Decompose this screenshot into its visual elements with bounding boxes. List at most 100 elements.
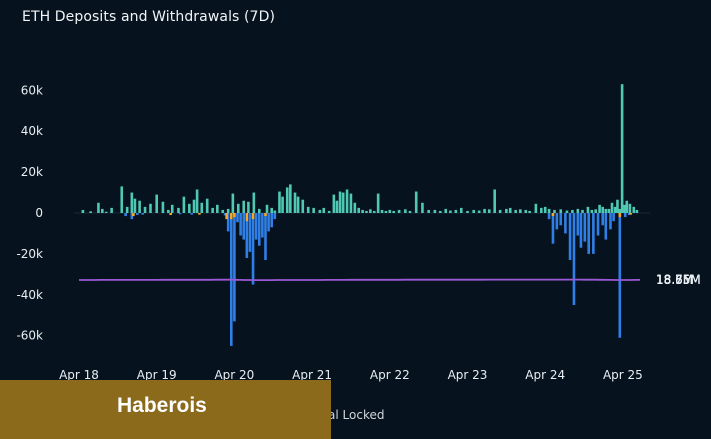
bar <box>505 208 508 213</box>
bar <box>141 213 145 215</box>
bar <box>270 207 273 213</box>
bar <box>519 209 522 213</box>
bar <box>551 213 555 244</box>
bar <box>130 213 134 220</box>
bar <box>285 187 289 213</box>
bar <box>594 209 598 213</box>
bar <box>635 209 639 213</box>
bar <box>568 213 572 261</box>
bar <box>110 207 113 213</box>
bar <box>252 192 256 213</box>
bar <box>601 213 604 226</box>
legend-partial: otal Locked <box>330 408 530 422</box>
bar <box>124 213 127 217</box>
bar <box>397 209 401 213</box>
bar <box>392 210 395 213</box>
bar <box>133 198 137 213</box>
legend-label-total-locked: otal Locked <box>330 408 385 422</box>
bar <box>559 213 563 226</box>
y-right-tick-label: 18.55M <box>656 273 701 287</box>
bar <box>572 213 576 306</box>
bar <box>581 209 584 213</box>
bar <box>225 213 228 220</box>
bar <box>130 192 134 213</box>
bar <box>226 213 230 232</box>
bar <box>628 203 632 213</box>
bar <box>161 201 165 213</box>
bar <box>301 199 305 213</box>
bar <box>618 208 622 213</box>
bar <box>604 208 608 213</box>
bar <box>233 213 236 218</box>
y-axis-left: 60k 40k 20k 0 -20k -40k -60k <box>16 83 43 342</box>
x-tick-label: Apr 23 <box>448 368 488 382</box>
y-left-tick-label: 20k <box>21 165 43 179</box>
bar <box>620 84 624 213</box>
bar <box>265 204 269 213</box>
bar <box>498 209 502 213</box>
bar <box>384 210 388 213</box>
bar <box>372 210 376 213</box>
bar <box>540 207 543 213</box>
tvl-series-line <box>79 278 640 282</box>
bar <box>483 208 486 213</box>
bar <box>226 208 230 213</box>
bar <box>221 209 225 213</box>
bar <box>104 211 108 213</box>
bar <box>449 210 452 213</box>
bar <box>357 207 361 213</box>
y-left-tick-label: -20k <box>16 247 43 261</box>
bar <box>439 210 442 213</box>
bar <box>609 213 612 230</box>
bar <box>135 213 139 216</box>
x-tick-label: Apr 25 <box>603 368 643 382</box>
bar <box>466 210 469 213</box>
bar <box>178 213 182 215</box>
bar <box>155 194 158 213</box>
bar <box>376 193 380 213</box>
bar <box>167 209 170 213</box>
bar <box>289 184 292 213</box>
bar <box>81 209 85 213</box>
bar <box>345 189 349 213</box>
bar <box>245 213 249 258</box>
bar <box>264 213 267 261</box>
bar <box>231 193 235 213</box>
bar <box>236 203 240 213</box>
bar <box>273 210 277 213</box>
bar <box>267 213 270 232</box>
bar <box>332 194 336 213</box>
bar <box>623 213 627 218</box>
bar <box>254 213 258 240</box>
bar <box>353 202 357 213</box>
bar <box>629 213 632 215</box>
bar <box>216 204 219 213</box>
bar <box>543 206 547 213</box>
x-tick-label: Apr 21 <box>292 368 332 382</box>
bar <box>514 209 517 213</box>
bar <box>590 209 594 213</box>
bar <box>618 213 622 338</box>
bar <box>534 203 538 213</box>
bar <box>579 213 583 248</box>
bar <box>493 189 496 213</box>
bar <box>627 213 631 216</box>
y-left-tick-label: 40k <box>21 124 43 138</box>
bar <box>427 209 430 213</box>
y-left-tick-label: -60k <box>16 329 43 343</box>
bar <box>610 202 614 213</box>
bar <box>170 204 174 213</box>
bar <box>365 210 368 213</box>
x-tick-label: Apr 18 <box>59 368 99 382</box>
bar <box>177 207 180 213</box>
bar <box>195 189 199 213</box>
bar <box>487 209 491 213</box>
bar <box>586 206 590 213</box>
bar <box>551 213 555 217</box>
watermark-text: Haberois <box>117 394 207 417</box>
bar <box>623 204 626 213</box>
bar <box>190 213 193 215</box>
bar <box>421 202 424 213</box>
bar <box>264 213 267 217</box>
bar <box>618 213 622 218</box>
